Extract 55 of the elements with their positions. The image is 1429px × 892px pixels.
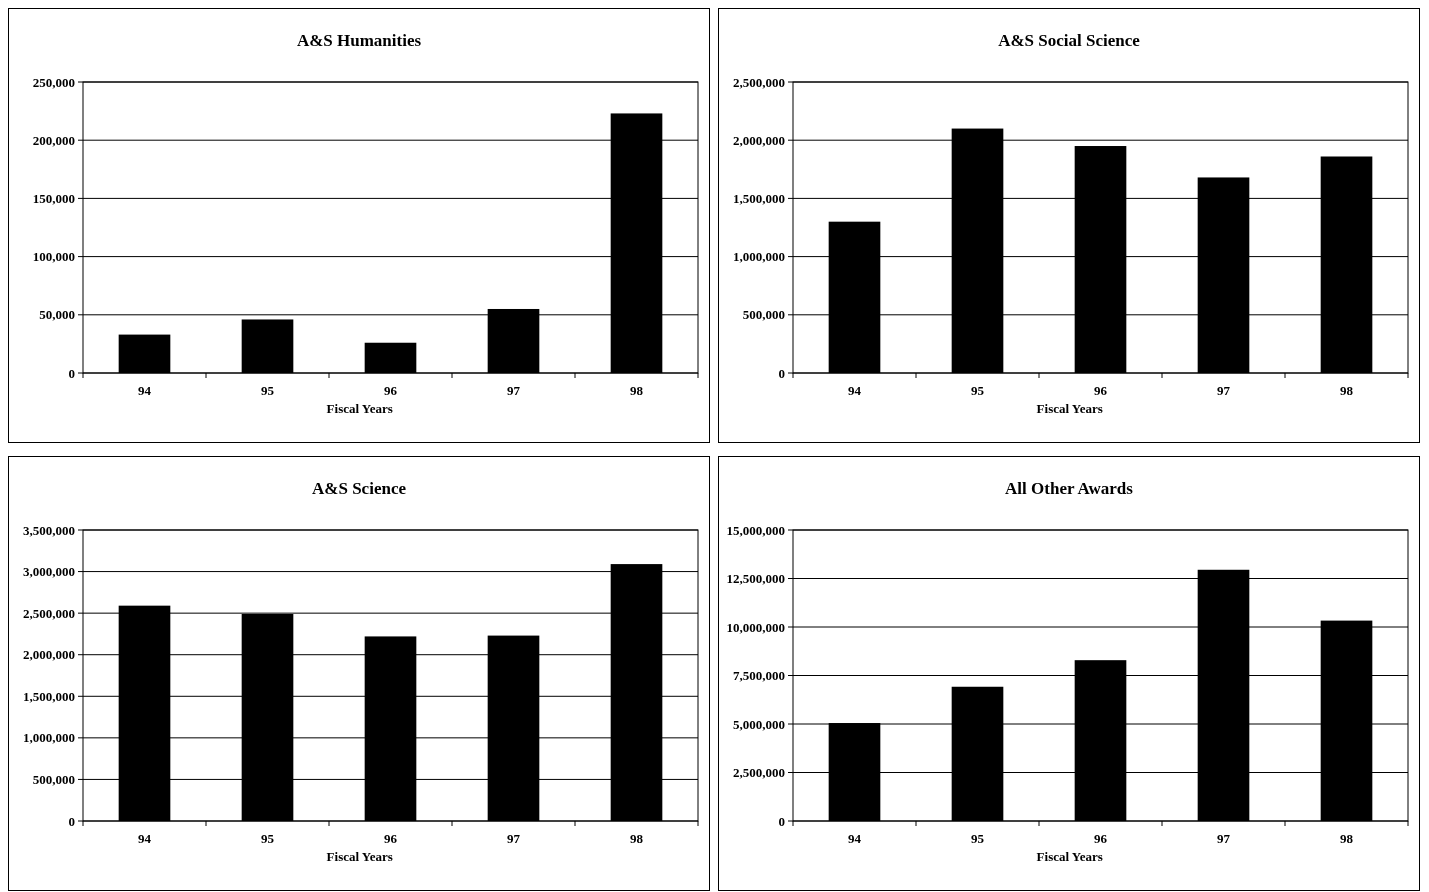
y-tick-label: 100,000 — [32, 249, 75, 265]
chart-title: A&S Social Science — [998, 31, 1141, 50]
x-tick-label: 94 — [848, 383, 862, 398]
x-tick-label: 94 — [138, 383, 152, 398]
y-tick-label: 5,000,000 — [733, 716, 785, 732]
y-tick-label: 2,000,000 — [733, 132, 785, 148]
x-axis-title: Fiscal Years — [326, 401, 393, 416]
chart-title: All Other Awards — [1005, 479, 1134, 498]
y-tick-label: 2,000,000 — [23, 647, 75, 663]
y-tick-label: 0 — [778, 813, 785, 829]
y-tick-label: 0 — [778, 365, 785, 381]
y-tick-label: 500,000 — [742, 307, 785, 323]
x-tick-label: 94 — [138, 831, 152, 846]
x-tick-label: 95 — [261, 831, 275, 846]
x-tick-label: 96 — [384, 831, 398, 846]
x-tick-label: 96 — [1094, 383, 1108, 398]
y-tick-label: 250,000 — [32, 74, 75, 90]
x-tick-label: 96 — [384, 383, 398, 398]
y-tick-label: 7,500,000 — [733, 668, 785, 684]
x-tick-label: 94 — [848, 831, 862, 846]
x-tick-label: 98 — [630, 383, 644, 398]
y-tick-label: 150,000 — [32, 190, 75, 206]
x-axis-title: Fiscal Years — [326, 849, 393, 864]
x-tick-label: 97 — [1217, 383, 1231, 398]
y-tick-label: 2,500,000 — [733, 765, 785, 781]
x-tick-label: 98 — [1340, 831, 1354, 846]
x-tick-label: 96 — [1094, 831, 1108, 846]
y-tick-label: 1,500,000 — [733, 190, 785, 206]
y-tick-label: 12,500,000 — [726, 571, 785, 587]
x-axis-title: Fiscal Years — [1036, 849, 1103, 864]
y-tick-label: 1,000,000 — [733, 249, 785, 265]
y-tick-label: 50,000 — [39, 307, 75, 323]
x-tick-label: 98 — [630, 831, 644, 846]
y-tick-label: 2,500,000 — [733, 74, 785, 90]
y-tick-label: 500,000 — [32, 771, 75, 787]
chart-title: A&S Humanities — [296, 31, 422, 50]
y-tick-label: 0 — [68, 813, 75, 829]
x-tick-label: 95 — [971, 383, 985, 398]
x-tick-label: 97 — [507, 383, 521, 398]
y-tick-label: 1,500,000 — [23, 688, 75, 704]
y-tick-label: 15,000,000 — [726, 522, 785, 538]
x-axis-title: Fiscal Years — [1036, 401, 1103, 416]
x-tick-label: 98 — [1340, 383, 1354, 398]
chart-title: A&S Science — [312, 479, 407, 498]
y-tick-label: 200,000 — [32, 132, 75, 148]
y-tick-label: 1,000,000 — [23, 730, 75, 746]
x-tick-label: 97 — [507, 831, 521, 846]
y-tick-label: 0 — [68, 365, 75, 381]
y-tick-label: 3,500,000 — [23, 522, 75, 538]
y-tick-label: 2,500,000 — [23, 605, 75, 621]
x-tick-label: 95 — [971, 831, 985, 846]
x-tick-label: 97 — [1217, 831, 1231, 846]
y-tick-label: 3,000,000 — [23, 564, 75, 580]
y-tick-label: 10,000,000 — [726, 619, 785, 635]
x-tick-label: 95 — [261, 383, 275, 398]
